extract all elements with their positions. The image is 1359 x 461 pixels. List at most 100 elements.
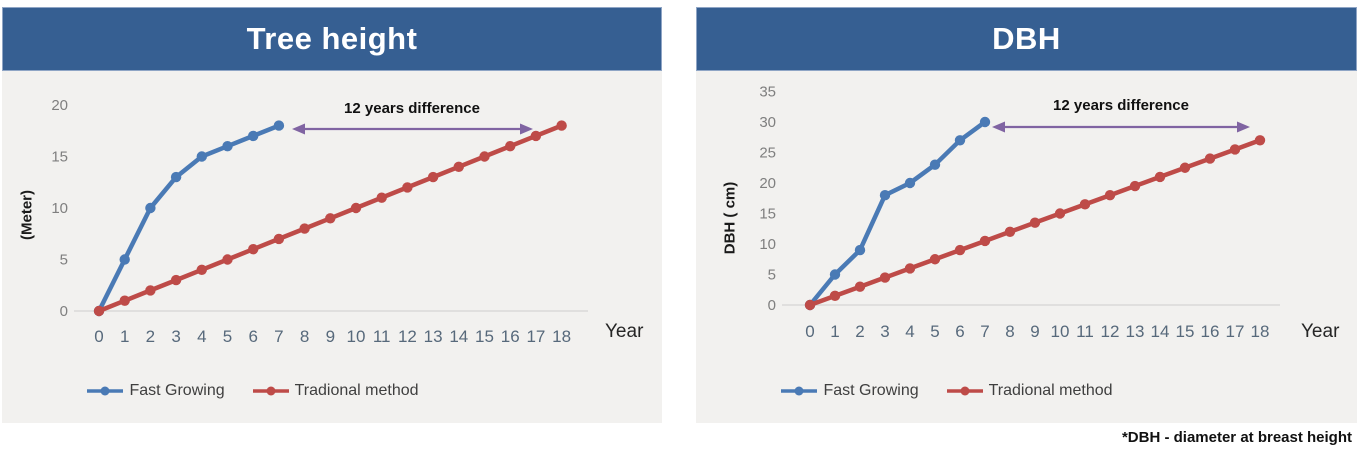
x-tick-label: 1 <box>120 327 129 346</box>
data-point <box>1229 144 1241 155</box>
y-tick-label: 25 <box>759 145 776 162</box>
y-tick-label: 15 <box>51 149 68 166</box>
x-tick-label: 17 <box>526 327 545 346</box>
x-tick-label: 14 <box>449 327 468 346</box>
x-tick-label: 4 <box>197 327 206 346</box>
x-tick-label: 3 <box>171 327 180 346</box>
data-point <box>427 171 439 183</box>
x-tick-label: 9 <box>326 327 335 346</box>
data-point <box>350 202 362 214</box>
data-point <box>979 235 991 247</box>
data-point <box>1054 208 1066 219</box>
y-tick-labels: 0 5 10 15 20 <box>51 97 68 320</box>
tree-height-plot-area: 0 5 10 15 20 0 1 2 3 4 5 6 7 8 9 10 11 12 13 14 15 16 17 18 12 … <box>2 71 662 423</box>
data-point <box>954 244 966 256</box>
traditional-method-line-marker-icon <box>252 386 289 396</box>
x-tick-label: 11 <box>1076 322 1094 341</box>
data-point <box>248 244 259 255</box>
x-tick-label: 7 <box>980 322 989 341</box>
data-point <box>273 233 285 245</box>
data-point <box>1029 217 1041 228</box>
tree-height-y-axis-title: (Meter) <box>18 189 36 241</box>
tree-height-legend: Fast Growing Tradional method <box>87 382 419 400</box>
x-tick-labels: 0 1 2 3 4 5 6 7 8 9 10 11 12 13 14 15 16 17 18 <box>94 327 571 346</box>
x-tick-label: 13 <box>424 327 443 346</box>
x-tick-label: 5 <box>223 327 232 346</box>
series-fast-growing <box>804 116 991 311</box>
data-point <box>929 159 941 170</box>
data-point <box>170 274 182 286</box>
legend-label-traditional-method: Tradional method <box>294 382 419 399</box>
x-tick-label: 0 <box>805 322 814 341</box>
data-point <box>1104 190 1116 201</box>
x-tick-label: 15 <box>475 327 494 346</box>
x-tick-label: 4 <box>905 322 914 341</box>
data-point <box>1129 180 1141 192</box>
data-point <box>954 135 966 146</box>
data-point <box>479 151 490 162</box>
data-point <box>119 295 130 306</box>
years-difference-arrow <box>292 123 533 135</box>
y-tick-label: 15 <box>759 206 776 223</box>
data-point <box>505 141 516 152</box>
x-tick-label: 12 <box>398 327 417 346</box>
traditional-method-line-marker-icon <box>946 386 983 396</box>
data-point <box>804 299 816 311</box>
data-point <box>222 254 233 265</box>
x-tick-label: 10 <box>1051 322 1070 341</box>
data-point <box>273 120 285 131</box>
y-tick-label: 0 <box>60 303 68 320</box>
data-point <box>879 190 891 201</box>
data-point <box>1179 162 1191 173</box>
x-tick-label: 5 <box>930 322 939 341</box>
x-tick-label: 17 <box>1226 322 1245 341</box>
years-difference-arrow <box>992 121 1250 133</box>
data-point <box>854 244 866 256</box>
x-tick-label: 18 <box>1251 322 1270 341</box>
dbh-x-axis-title: Year <box>1301 321 1340 342</box>
data-point <box>1204 153 1216 164</box>
x-tick-label: 6 <box>248 327 257 346</box>
legend-item-traditional-method: Tradional method <box>945 382 1113 400</box>
x-tick-label: 18 <box>552 327 571 346</box>
data-point <box>979 116 991 128</box>
dbh-title-bar: DBH <box>696 7 1357 71</box>
data-point <box>829 269 841 280</box>
legend-item-fast-growing: Fast Growing <box>779 382 919 400</box>
x-tick-label: 16 <box>1201 322 1220 341</box>
data-point <box>530 130 542 142</box>
x-tick-label: 2 <box>855 322 864 341</box>
x-tick-label: 9 <box>1030 322 1039 341</box>
series-tradional-method <box>804 135 1266 311</box>
y-tick-label: 20 <box>51 97 68 114</box>
x-tick-label: 15 <box>1176 322 1195 341</box>
x-tick-label: 6 <box>955 322 964 341</box>
tree-height-panel: Tree height 0 5 10 15 20 0 1 2 3 4 5 6 7 8 9 10 11 12 13 14… <box>2 7 662 423</box>
data-point <box>248 130 259 142</box>
y-tick-label: 20 <box>759 175 776 192</box>
data-point <box>1079 199 1091 210</box>
x-tick-label: 8 <box>300 327 309 346</box>
data-point <box>170 171 182 183</box>
fast-growing-line-marker-icon <box>781 386 818 396</box>
x-tick-labels: 0 1 2 3 4 5 6 7 8 9 10 11 12 13 14 15 16 17 18 <box>805 322 1269 341</box>
x-tick-label: 8 <box>1005 322 1014 341</box>
y-tick-label: 5 <box>60 252 68 269</box>
dbh-years-difference-annotation: 12 years difference <box>1053 97 1189 114</box>
fast-growing-line-marker-icon <box>87 386 124 396</box>
series-tradional-method <box>93 120 567 317</box>
data-point <box>1004 226 1016 237</box>
data-point <box>93 305 105 317</box>
legend-label-fast-growing: Fast Growing <box>823 382 919 399</box>
y-tick-label: 30 <box>759 114 776 131</box>
series-fast-growing <box>93 120 285 317</box>
x-tick-label: 0 <box>94 327 103 346</box>
data-point <box>879 272 891 283</box>
data-point <box>145 202 156 214</box>
dbh-plot-area: 0 5 10 15 20 25 30 35 0 1 2 3 4 5 6 7 8 9 10 11 12 13 14 15 16 17… <box>696 71 1357 423</box>
x-tick-label: 16 <box>501 327 520 346</box>
dbh-panel: DBH 0 5 10 15 20 25 30 35 0 1 2 3 4 5 6 7 8 9 10 11 12 13 14 15… <box>696 7 1357 423</box>
data-point <box>829 290 841 302</box>
data-point <box>222 141 233 152</box>
